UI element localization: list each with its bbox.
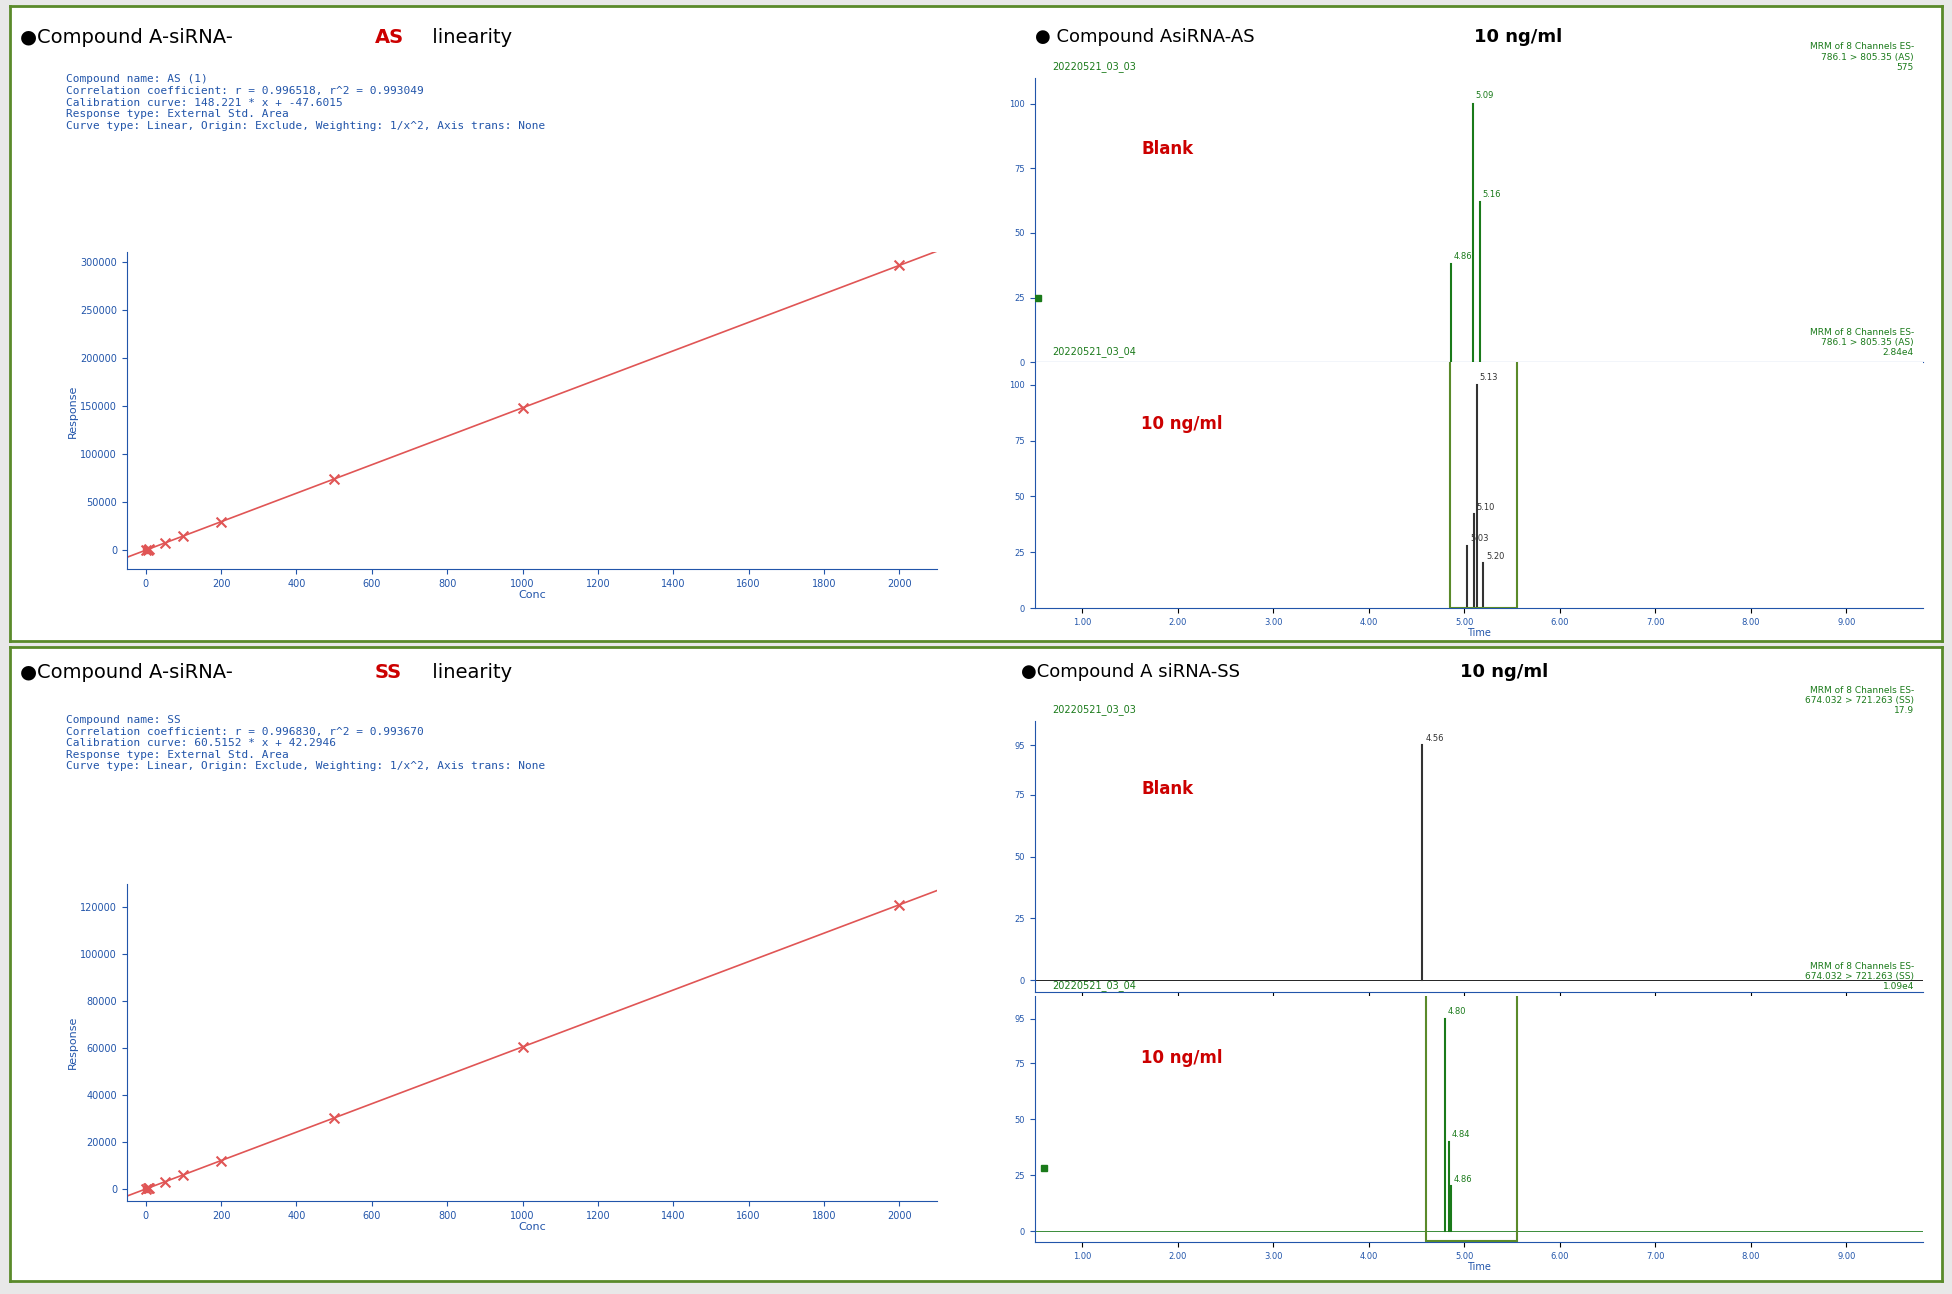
Text: MRM of 8 Channels ES-
674.032 > 721.263 (SS)
1.09e4: MRM of 8 Channels ES- 674.032 > 721.263 … [1806, 961, 1913, 991]
Point [133, 540, 164, 560]
Text: 20220521_03_04: 20220521_03_04 [1052, 347, 1136, 357]
Point [318, 1108, 349, 1128]
Text: 10 ng/ml: 10 ng/ml [1460, 663, 1548, 681]
Y-axis label: Response: Response [68, 1016, 78, 1069]
X-axis label: Conc: Conc [517, 1222, 547, 1232]
Text: 10 ng/ml: 10 ng/ml [1142, 415, 1222, 432]
Text: Compound name: SS
Correlation coefficient: r = 0.996830, r^2 = 0.993670
Calibrat: Compound name: SS Correlation coefficien… [66, 714, 545, 771]
Point [318, 468, 349, 489]
Bar [1427, 983, 1517, 1241]
Point [508, 397, 539, 418]
X-axis label: Time: Time [1466, 1263, 1491, 1272]
Point [205, 1150, 236, 1171]
Point [148, 1171, 180, 1192]
Text: 5.09: 5.09 [1476, 92, 1493, 101]
X-axis label: Time: Time [1466, 629, 1491, 638]
Text: linearity: linearity [426, 28, 511, 48]
Text: MRM of 8 Channels ES-
786.1 > 805.35 (AS)
2.84e4: MRM of 8 Channels ES- 786.1 > 805.35 (AS… [1810, 327, 1913, 357]
Text: 5.03: 5.03 [1470, 534, 1489, 543]
Text: 20220521_03_04: 20220521_03_04 [1052, 981, 1136, 991]
Point [168, 525, 199, 546]
Text: 10 ng/ml: 10 ng/ml [1142, 1049, 1222, 1066]
Text: 5.10: 5.10 [1478, 503, 1495, 512]
Point [131, 1179, 162, 1200]
Point [508, 1036, 539, 1057]
Bar [1450, 351, 1517, 608]
Y-axis label: Response: Response [68, 384, 78, 437]
Point [135, 538, 166, 559]
X-axis label: Conc: Conc [517, 590, 547, 600]
Text: 4.84: 4.84 [1452, 1130, 1470, 1139]
Text: Compound name: AS (1)
Correlation coefficient: r = 0.996518, r^2 = 0.993049
Cali: Compound name: AS (1) Correlation coeffi… [66, 75, 545, 131]
Text: SS: SS [375, 663, 402, 682]
Text: 20220521_03_03: 20220521_03_03 [1052, 61, 1136, 72]
Point [135, 1178, 166, 1198]
Text: linearity: linearity [426, 663, 511, 682]
Text: Blank: Blank [1142, 140, 1193, 158]
Point [205, 511, 236, 532]
Text: 5.13: 5.13 [1480, 373, 1497, 382]
Text: 4.86: 4.86 [1454, 252, 1472, 261]
Point [884, 255, 915, 276]
Text: 10 ng/ml: 10 ng/ml [1474, 28, 1562, 47]
Text: ●Compound A-siRNA-: ●Compound A-siRNA- [20, 663, 232, 682]
Text: AS: AS [375, 28, 404, 48]
Text: 20220521_03_03: 20220521_03_03 [1052, 704, 1136, 716]
Point [148, 533, 180, 554]
Point [133, 1178, 164, 1198]
Text: Blank: Blank [1142, 780, 1193, 797]
Point [131, 540, 162, 560]
Point [884, 894, 915, 915]
Text: 5.20: 5.20 [1485, 553, 1505, 562]
Text: 4.56: 4.56 [1425, 734, 1444, 743]
Text: 4.86: 4.86 [1454, 1175, 1472, 1184]
Text: MRM of 8 Channels ES-
786.1 > 805.35 (AS)
575: MRM of 8 Channels ES- 786.1 > 805.35 (AS… [1810, 43, 1913, 72]
Text: ●Compound A-siRNA-: ●Compound A-siRNA- [20, 28, 232, 48]
Text: 5.16: 5.16 [1482, 190, 1501, 199]
Text: ● Compound AsiRNA-AS: ● Compound AsiRNA-AS [1035, 28, 1259, 47]
Text: ●Compound A siRNA-SS: ●Compound A siRNA-SS [1021, 663, 1245, 681]
Text: MRM of 8 Channels ES-
674.032 > 721.263 (SS)
17.9: MRM of 8 Channels ES- 674.032 > 721.263 … [1806, 686, 1913, 716]
Text: 4.80: 4.80 [1448, 1007, 1466, 1016]
Point [168, 1165, 199, 1185]
